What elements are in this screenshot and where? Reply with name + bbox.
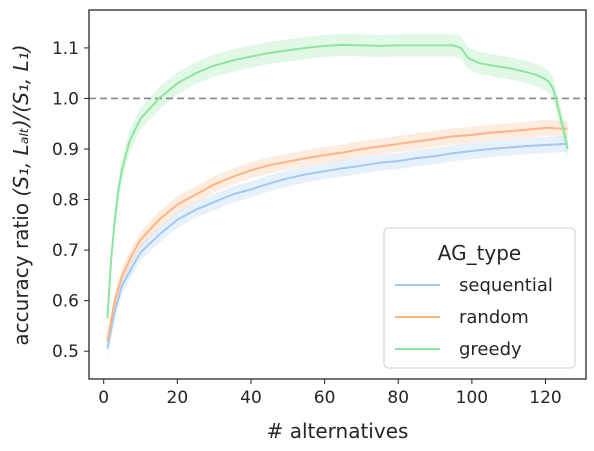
y-axis-title: accuracy ratio (S₁, Lₐₗₜ)/(S₁, L₁) xyxy=(9,44,33,345)
x-tick-label: 100 xyxy=(456,388,488,408)
y-tick-label: 0.5 xyxy=(52,342,79,362)
confidence-bands xyxy=(107,33,568,357)
band-greedy xyxy=(107,33,568,330)
x-axis-title: # alternatives xyxy=(267,419,409,443)
x-tick-label: 80 xyxy=(387,388,409,408)
x-tick-label: 120 xyxy=(529,388,561,408)
legend-items: sequential random greedy xyxy=(395,275,553,360)
line-random xyxy=(106,126,568,342)
y-tick-label: 0.7 xyxy=(52,241,79,261)
x-ticks: 0 20 40 60 80 100 120 xyxy=(98,379,562,408)
legend-label-sequential: sequential xyxy=(459,275,553,296)
x-tick-label: 20 xyxy=(167,388,189,408)
y-tick-label: 1.0 xyxy=(52,89,79,109)
y-axis-title-math: (S₁, Lₐₗₜ)/(S₁, L₁) xyxy=(9,44,33,196)
line-sequential xyxy=(106,143,568,349)
y-tick-label: 0.8 xyxy=(52,191,79,211)
series-lines xyxy=(106,43,569,349)
x-tick-label: 0 xyxy=(98,388,109,408)
plot-frame xyxy=(88,9,587,380)
x-tick-label: 60 xyxy=(314,388,336,408)
x-tick-label: 40 xyxy=(240,388,262,408)
line-greedy xyxy=(106,43,569,319)
legend-label-random: random xyxy=(459,307,529,328)
y-tick-label: 1.1 xyxy=(52,39,79,59)
y-tick-label: 0.9 xyxy=(52,140,79,160)
legend-title: AG_type xyxy=(438,241,522,265)
band-sequential xyxy=(107,135,568,357)
legend-frame xyxy=(383,227,576,369)
y-axis-title-text: accuracy ratio xyxy=(9,197,33,346)
y-tick-label: 0.6 xyxy=(52,292,79,312)
y-ticks: 0.5 0.6 0.7 0.8 0.9 1.0 1.1 xyxy=(52,39,89,362)
legend: AG_type sequential random greedy xyxy=(383,227,576,369)
band-random xyxy=(107,119,568,350)
legend-label-greedy: greedy xyxy=(459,339,522,360)
